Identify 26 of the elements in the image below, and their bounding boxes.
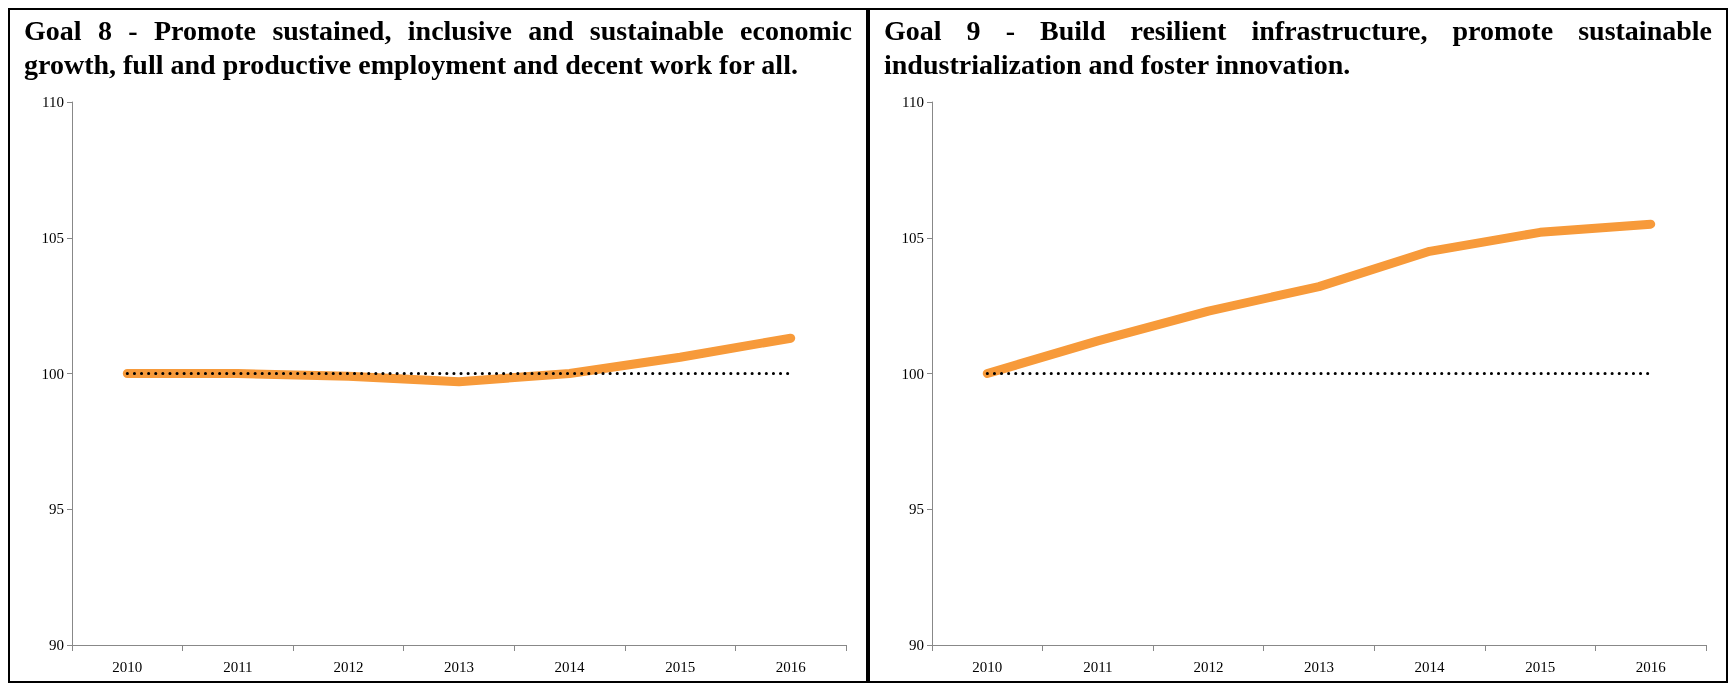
x-tick-label: 2010 <box>112 658 143 675</box>
y-tick-label: 90 <box>909 637 924 653</box>
chart-title: Goal 8 - Promote sustained, inclusive and sustainable economic growth, full and productive employment and decent work for all. <box>23 14 853 82</box>
y-tick-label: 110 <box>902 94 924 110</box>
y-tick-label: 105 <box>901 229 924 246</box>
y-tick-label: 100 <box>901 365 924 382</box>
x-tick-label: 2015 <box>665 658 696 675</box>
y-tick-label: 95 <box>909 501 924 518</box>
x-tick-label: 2014 <box>1414 658 1446 675</box>
y-tick-label: 95 <box>49 501 64 518</box>
y-tick-label: 90 <box>49 637 64 653</box>
y-tick-label: 105 <box>41 229 64 246</box>
x-tick-label: 2016 <box>775 658 807 675</box>
x-tick-label: 2011 <box>223 658 253 675</box>
x-tick-label: 2012 <box>333 658 364 675</box>
x-tick-label: 2012 <box>1193 658 1224 675</box>
y-tick-label: 110 <box>42 94 64 110</box>
x-tick-label: 2014 <box>554 658 586 675</box>
x-tick-label: 2015 <box>1525 658 1556 675</box>
y-tick-label: 100 <box>41 365 64 382</box>
x-tick-label: 2013 <box>444 658 474 675</box>
chart-title: Goal 9 - Build resilient infrastructure, promote sustainable industrialization and foster innovation. <box>883 14 1713 82</box>
x-tick-label: 2013 <box>1304 658 1334 675</box>
x-tick-label: 2011 <box>1083 658 1113 675</box>
x-tick-label: 2010 <box>972 658 1003 675</box>
x-tick-label: 2016 <box>1635 658 1667 675</box>
